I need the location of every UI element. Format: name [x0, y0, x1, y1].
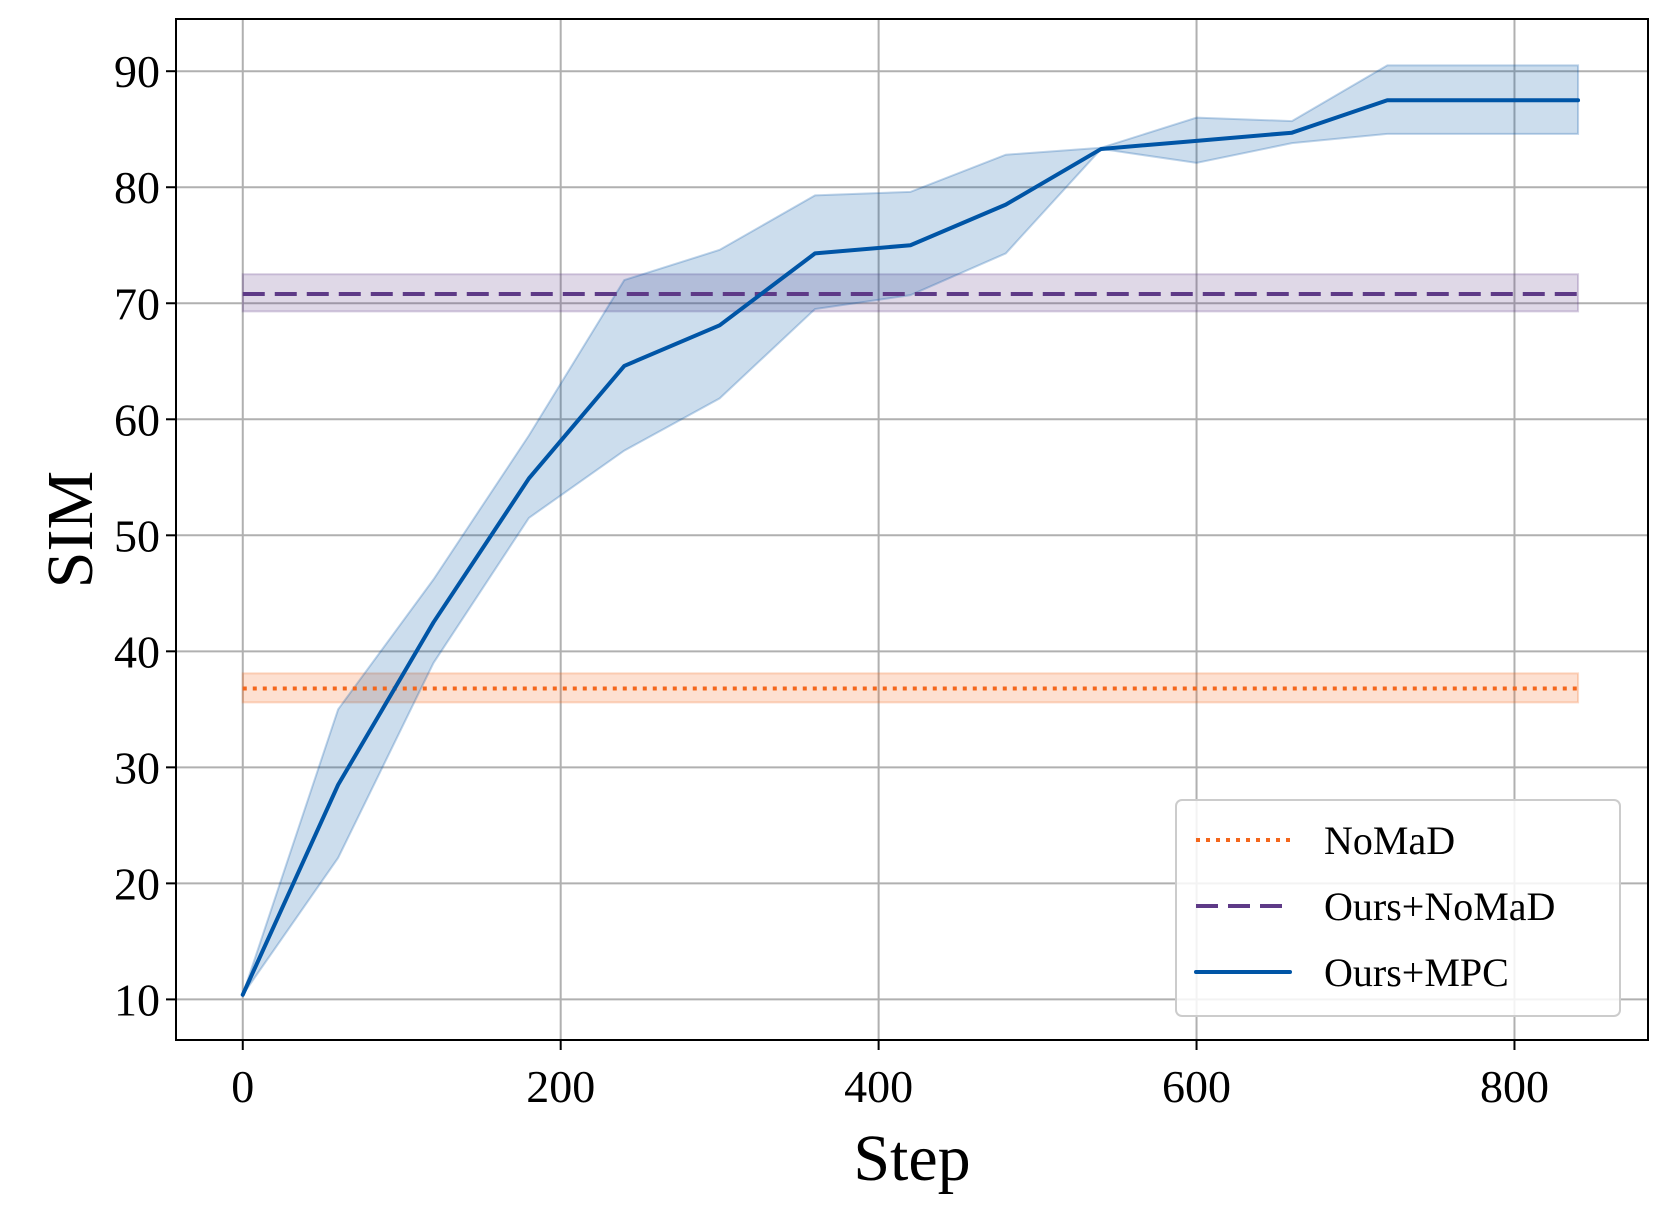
- confidence-bands: [241, 64, 1580, 996]
- y-tick-label: 20: [114, 858, 160, 909]
- legend-label-ours-nomad: Ours+NoMaD: [1324, 884, 1555, 929]
- ours-nomad-band: [241, 273, 1580, 313]
- y-tick-label: 40: [114, 626, 160, 677]
- x-tick-label: 600: [1162, 1061, 1231, 1112]
- plot-frame: [175, 18, 1649, 1041]
- y-tick-label: 10: [114, 974, 160, 1025]
- axis-ticks: 0 200 400 600 800 10 20 30 40 50 60 70 80 90: [114, 46, 1549, 1112]
- x-tick-label: 200: [526, 1061, 595, 1112]
- y-axis-title: SIM: [34, 471, 107, 588]
- series-lines: [240, 98, 1581, 997]
- y-tick-label: 90: [114, 46, 160, 97]
- y-tick-label: 50: [114, 510, 160, 561]
- x-axis-title: Step: [853, 1122, 970, 1195]
- x-tick-label: 0: [231, 1061, 254, 1112]
- y-tick-label: 60: [114, 394, 160, 445]
- grid: [176, 19, 1648, 1040]
- legend-label-ours-mpc: Ours+MPC: [1324, 950, 1509, 995]
- ours-mpc-line: [240, 98, 1581, 997]
- y-tick-label: 80: [114, 162, 160, 213]
- nomad-band: [241, 672, 1580, 704]
- x-tick-label: 400: [844, 1061, 913, 1112]
- legend: NoMaD Ours+NoMaD Ours+MPC: [1175, 799, 1621, 1017]
- y-tick-label: 30: [114, 742, 160, 793]
- y-tick-label: 70: [114, 278, 160, 329]
- x-tick-label: 800: [1480, 1061, 1549, 1112]
- legend-box: [1175, 799, 1621, 1017]
- legend-label-nomad: NoMaD: [1324, 818, 1455, 863]
